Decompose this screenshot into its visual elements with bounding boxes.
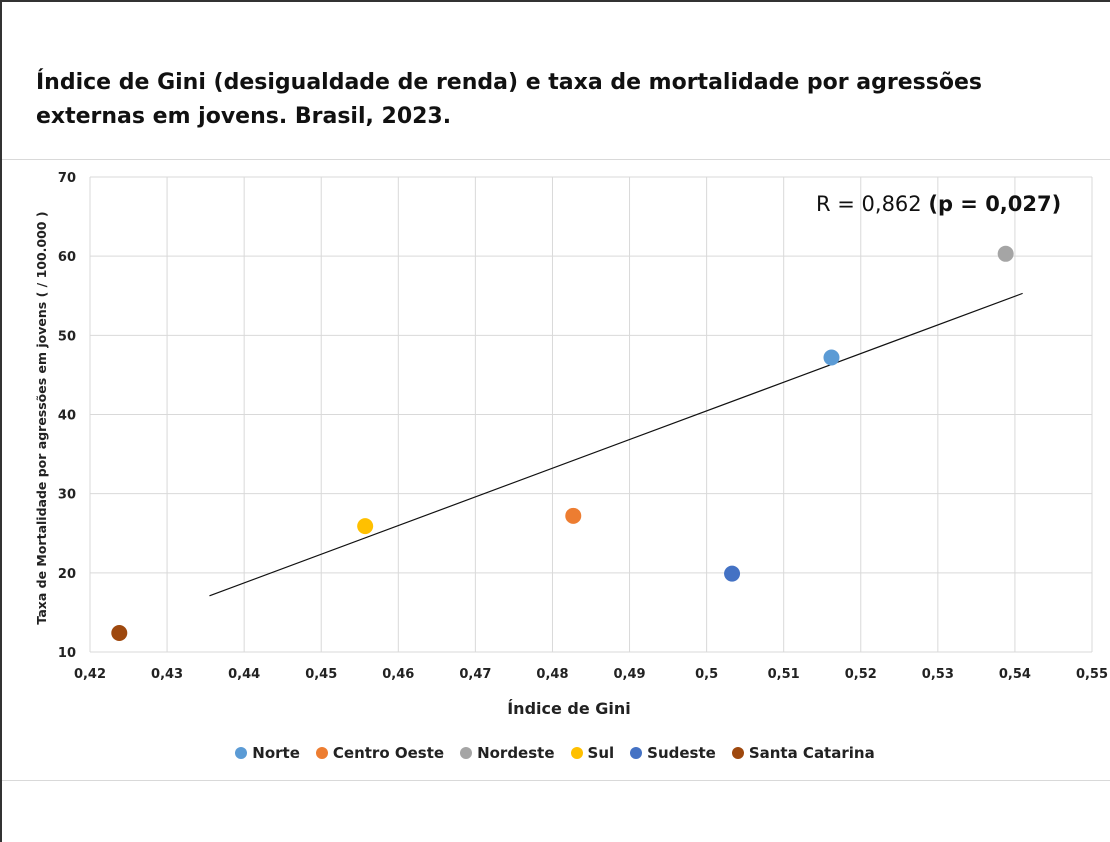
legend-marker (732, 747, 744, 759)
x-tick-label: 0,51 (768, 667, 800, 682)
legend-label: Norte (252, 744, 300, 762)
x-tick-label: 0,46 (382, 667, 414, 682)
x-tick-label: 0,49 (613, 667, 645, 682)
legend-item-sudeste: Sudeste (630, 744, 716, 762)
data-point-nordeste (998, 246, 1014, 262)
trendline (209, 293, 1022, 595)
y-tick-label: 60 (58, 250, 76, 265)
legend-item-centro-oeste: Centro Oeste (316, 744, 444, 762)
legend-label: Sul (588, 744, 615, 762)
data-point-centro-oeste (565, 508, 581, 524)
p-value: (p = 0,027) (928, 192, 1061, 216)
y-tick-label: 70 (58, 171, 76, 186)
x-tick-label: 0,55 (1076, 667, 1108, 682)
x-tick-label: 0,54 (999, 667, 1031, 682)
data-point-sul (357, 518, 373, 534)
x-tick-label: 0,48 (536, 667, 568, 682)
data-point-sudeste (724, 566, 740, 582)
legend: Norte Centro Oeste Nordeste Sul Sudeste Santa… (0, 744, 1110, 763)
y-tick-label: 20 (58, 567, 76, 582)
legend-marker (571, 747, 583, 759)
x-tick-label: 0,5 (695, 667, 718, 682)
correlation-annotation: R = 0,862 (p = 0,027) (816, 192, 1061, 216)
y-tick-label: 50 (58, 329, 76, 344)
x-tick-label: 0,47 (459, 667, 491, 682)
x-tick-label: 0,44 (228, 667, 260, 682)
correlation-value: R = 0,862 (816, 192, 928, 216)
legend-item-nordeste: Nordeste (460, 744, 554, 762)
y-axis-label: Taxa de Mortalidade por agressões em jov… (34, 211, 49, 624)
data-point-norte (823, 350, 839, 366)
legend-label: Santa Catarina (749, 744, 875, 762)
legend-label: Sudeste (647, 744, 716, 762)
legend-item-norte: Norte (235, 744, 300, 762)
y-tick-label: 30 (58, 488, 76, 503)
legend-label: Nordeste (477, 744, 554, 762)
x-tick-label: 0,52 (845, 667, 877, 682)
x-axis-label: Índice de Gini (507, 699, 631, 718)
x-tick-label: 0,45 (305, 667, 337, 682)
x-tick-label: 0,53 (922, 667, 954, 682)
legend-label: Centro Oeste (333, 744, 444, 762)
grid (90, 177, 1092, 652)
legend-marker (630, 747, 642, 759)
y-tick-label: 10 (58, 646, 76, 661)
x-tick-label: 0,42 (74, 667, 106, 682)
y-tick-label: 40 (58, 409, 76, 424)
legend-marker (460, 747, 472, 759)
data-point-santa-catarina (111, 625, 127, 641)
legend-marker (316, 747, 328, 759)
legend-item-santa-catarina: Santa Catarina (732, 744, 875, 762)
axes: 0,42 0,43 0,44 0,45 0,46 0,47 0,48 0,49 0,5 0,51 0… (58, 171, 1108, 682)
x-tick-label: 0,43 (151, 667, 183, 682)
legend-marker (235, 747, 247, 759)
legend-item-sul: Sul (571, 744, 615, 762)
